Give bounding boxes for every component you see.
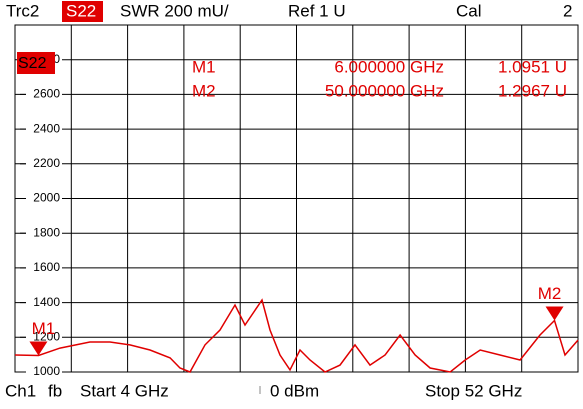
marker-x: 50.000000 GHz <box>325 81 444 100</box>
header-text: S22 <box>66 1 96 20</box>
y-tick-label-bg <box>26 226 62 240</box>
header-text: 2 <box>563 1 572 20</box>
y-tick-label-bg <box>26 330 62 344</box>
header-text: Trc2 <box>6 1 39 20</box>
footer-text: Stop 52 GHz <box>425 381 522 400</box>
footer-text: fb <box>48 381 62 400</box>
y-tick-label-bg <box>26 365 62 378</box>
footer-text: 0 dBm <box>270 381 319 400</box>
y-tick-label: 2200 <box>33 156 60 170</box>
y-tick-label: 2600 <box>33 87 60 101</box>
y-tick-label-bg <box>26 87 62 101</box>
marker-triangle <box>29 341 48 356</box>
trace-param-box <box>62 1 103 22</box>
marker-x: 6.000000 GHz <box>334 57 444 76</box>
marker-triangle <box>545 306 564 321</box>
y-tick-label: 1600 <box>33 260 60 274</box>
marker-label: M1 <box>32 319 56 338</box>
header-text: Cal <box>456 1 482 20</box>
y-tick-label: 2400 <box>33 121 60 135</box>
marker-name: M2 <box>192 81 216 100</box>
y-tick-label-bg <box>26 122 62 136</box>
y-tick-label-bg <box>26 156 62 170</box>
trace-line <box>14 298 579 373</box>
marker-label: M2 <box>538 284 562 303</box>
header-text: Ref 1 U <box>288 1 346 20</box>
trace-label-box <box>17 52 55 74</box>
y-tick-label-bg <box>26 191 62 205</box>
marker-value: 1.2967 U <box>498 81 567 100</box>
y-tick-label: 1400 <box>33 295 60 309</box>
trace-label: S22 <box>18 55 47 72</box>
marker-name: M1 <box>192 57 216 76</box>
y-tick-label: 1800 <box>33 225 60 239</box>
y-tick-label: 2000 <box>33 191 60 205</box>
footer-text: Ch1 <box>5 381 36 400</box>
footer-text: Start 4 GHz <box>80 381 169 400</box>
header-text: SWR 200 mU/ <box>120 1 229 20</box>
y-tick-label-bg <box>26 260 62 274</box>
y-tick-label-bg <box>26 295 62 309</box>
y-tick-label: 1000 <box>33 364 60 378</box>
y-tick-label: 1200 <box>33 329 60 343</box>
marker-value: 1.0951 U <box>498 57 567 76</box>
